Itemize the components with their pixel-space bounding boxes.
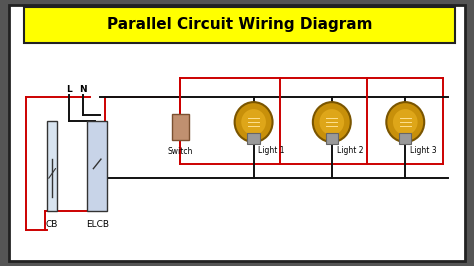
- Text: Parallel Circuit Wiring Diagram: Parallel Circuit Wiring Diagram: [107, 17, 372, 32]
- Bar: [326, 134, 338, 144]
- Bar: [172, 114, 189, 140]
- Bar: [87, 121, 107, 211]
- Ellipse shape: [393, 109, 418, 135]
- Ellipse shape: [313, 102, 351, 142]
- Text: Light 1: Light 1: [258, 146, 285, 155]
- Ellipse shape: [319, 109, 344, 135]
- Bar: [399, 134, 411, 144]
- Ellipse shape: [386, 102, 424, 142]
- Text: Switch: Switch: [167, 147, 193, 156]
- Bar: [247, 134, 260, 144]
- Bar: [24, 7, 455, 43]
- Text: Light 3: Light 3: [410, 146, 437, 155]
- Bar: [47, 121, 57, 211]
- Text: L: L: [66, 85, 72, 94]
- Ellipse shape: [235, 102, 273, 142]
- Text: CB: CB: [46, 220, 58, 229]
- Bar: [9, 5, 465, 261]
- Text: ELCB: ELCB: [86, 220, 109, 229]
- Text: Light 2: Light 2: [337, 146, 363, 155]
- Ellipse shape: [241, 109, 266, 135]
- Text: N: N: [79, 85, 87, 94]
